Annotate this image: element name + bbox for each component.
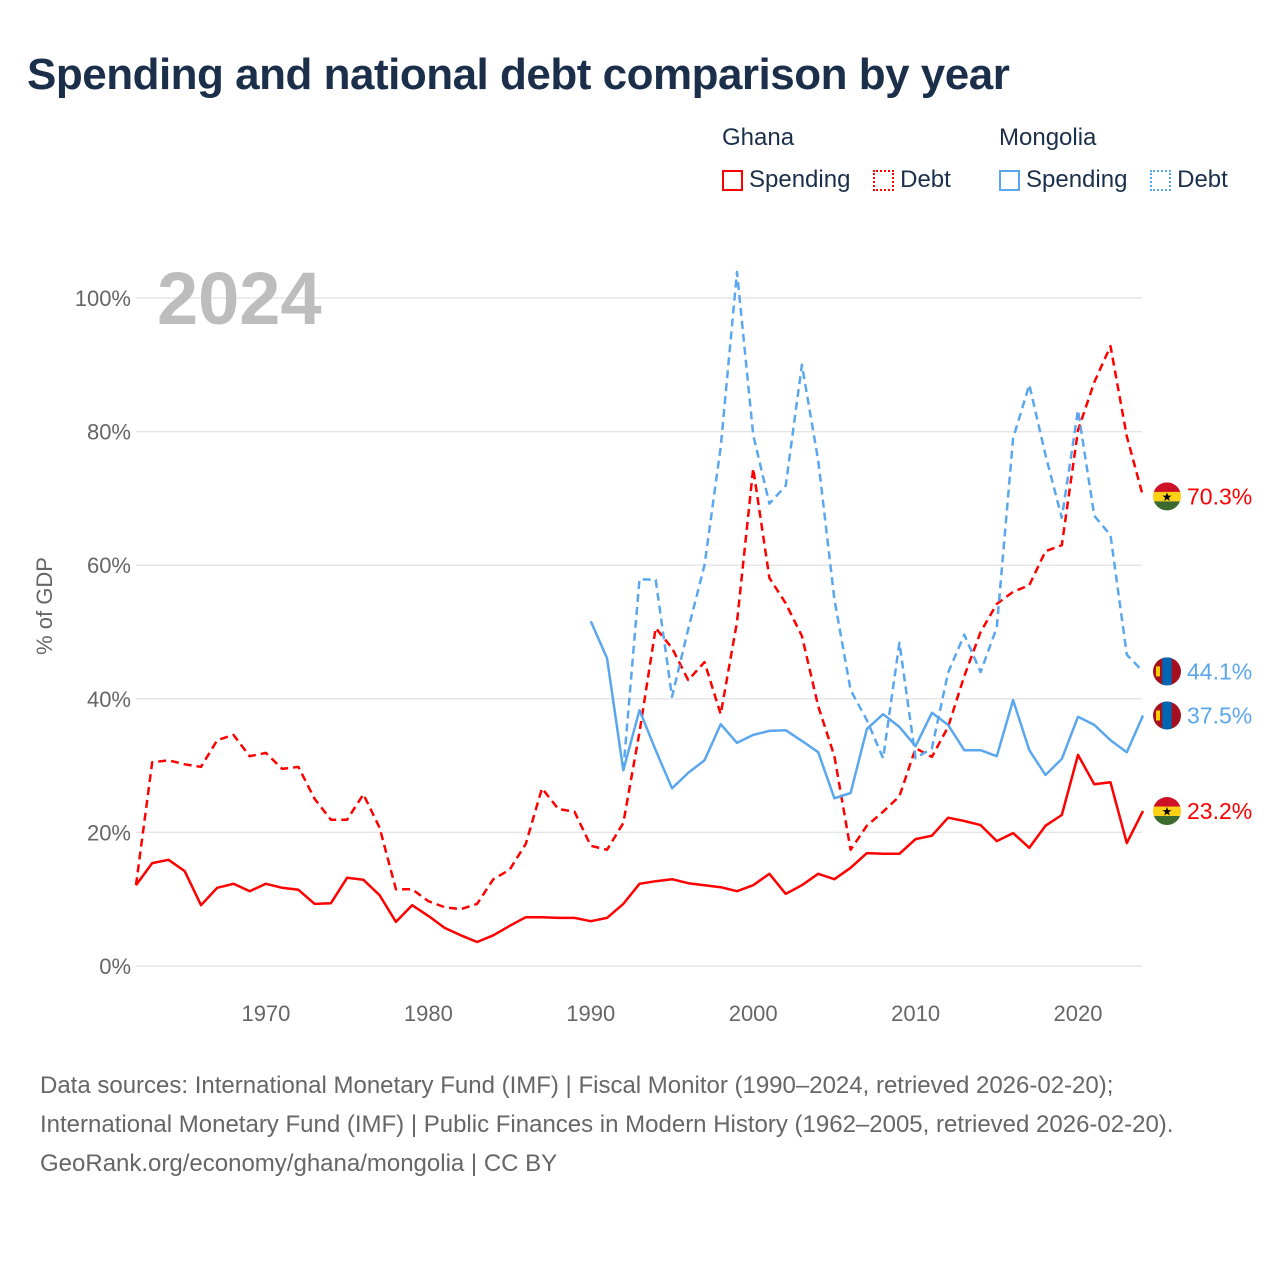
legend-ghana-debt[interactable]: Debt — [873, 166, 951, 194]
legend-mongolia-spending[interactable]: Spending — [999, 166, 1127, 194]
year-label: 2024 — [157, 257, 322, 340]
solid-swatch-icon — [999, 169, 1020, 191]
footer: Data sources: International Monetary Fun… — [40, 1066, 1240, 1183]
end-value-label: 44.1% — [1187, 658, 1252, 684]
credit-link[interactable]: GeoRank.org/economy/ghana/mongolia | CC … — [40, 1150, 558, 1177]
ghana-spending-line — [134, 753, 1145, 944]
chart-area: ★ 0%20%40%60%80%100%19701980199020002010… — [32, 257, 1252, 1026]
legend-group-name: Mongolia — [999, 124, 1097, 151]
x-tick-label: 2010 — [891, 1001, 940, 1026]
y-tick-label: 0% — [99, 954, 131, 979]
mongolia-flag-icon — [1153, 657, 1181, 685]
mongolia-spending-line — [589, 620, 1145, 800]
legend-group-name: Ghana — [722, 124, 795, 151]
mongolia-debt-line — [622, 270, 1144, 771]
solid-swatch-icon — [722, 169, 743, 191]
end-value-label: 23.2% — [1187, 798, 1252, 824]
ghana-flag-icon — [1153, 797, 1181, 826]
x-tick-label: 1980 — [404, 1001, 453, 1026]
y-tick-label: 100% — [75, 286, 131, 311]
y-tick-label: 20% — [87, 820, 131, 845]
ghana-debt-line — [134, 344, 1145, 911]
y-tick-label: 60% — [87, 553, 131, 578]
x-tick-label: 2020 — [1054, 1001, 1103, 1026]
legend-label: Debt — [900, 166, 951, 193]
end-value-label: 70.3% — [1187, 483, 1252, 509]
y-tick-label: 80% — [87, 420, 131, 445]
dotted-swatch-icon — [873, 169, 895, 191]
legend-label: Debt — [1177, 166, 1228, 193]
legend-label: Spending — [749, 166, 851, 193]
end-value-label: 37.5% — [1187, 703, 1252, 729]
y-tick-label: 40% — [87, 687, 131, 712]
dotted-swatch-icon — [1150, 169, 1172, 191]
ghana-flag-icon — [1153, 482, 1181, 511]
chart-title: Spending and national debt comparison by… — [27, 50, 1010, 99]
x-tick-label: 1970 — [241, 1001, 290, 1026]
legend-ghana-spending[interactable]: Spending — [722, 166, 850, 194]
legend-ghana: Ghana Spending Debt — [722, 124, 967, 198]
legend-mongolia-debt[interactable]: Debt — [1150, 166, 1228, 194]
data-sources: Data sources: International Monetary Fun… — [40, 1072, 1174, 1138]
legend-mongolia: Mongolia Spending Debt — [999, 124, 1244, 198]
mongolia-flag-icon — [1153, 702, 1181, 730]
x-tick-label: 2000 — [729, 1001, 778, 1026]
y-axis-label: % of GDP — [32, 557, 57, 655]
legend-label: Spending — [1026, 166, 1128, 193]
x-tick-label: 1990 — [566, 1001, 615, 1026]
